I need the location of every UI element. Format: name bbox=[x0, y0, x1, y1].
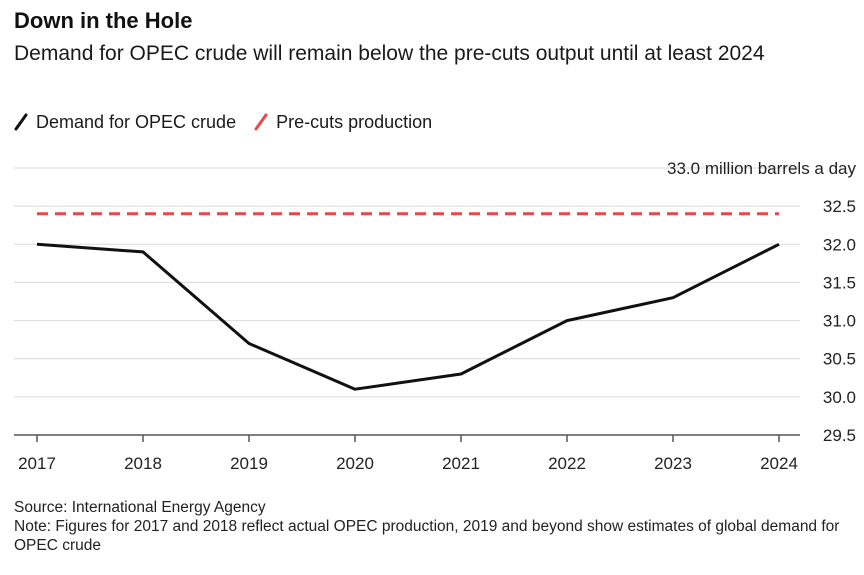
x-tick-label: 2024 bbox=[760, 454, 798, 473]
y-tick-label: 30.0 bbox=[823, 388, 856, 407]
series-line-demand bbox=[36, 242, 780, 391]
legend-item-demand: Demand for OPEC crude bbox=[14, 110, 236, 134]
y-tick-label: 31.0 bbox=[823, 312, 856, 331]
y-tick-label: 32.5 bbox=[823, 197, 856, 216]
legend-item-precuts: Pre-cuts production bbox=[254, 110, 432, 134]
x-tick-label: 2020 bbox=[336, 454, 374, 473]
chart-title: Down in the Hole bbox=[14, 8, 193, 33]
x-tick-label: 2018 bbox=[124, 454, 162, 473]
x-tick-label: 2023 bbox=[654, 454, 692, 473]
y-tick-label: 30.5 bbox=[823, 350, 856, 369]
y-tick-label: 31.5 bbox=[823, 273, 856, 292]
y-tick-label: 29.5 bbox=[823, 426, 856, 445]
line-chart: 29.5 30.0 30.5 31.0 31.5 32.0 32.5 33.0 million… bbox=[14, 159, 856, 473]
source-note: Source: International Energy Agency bbox=[14, 499, 266, 516]
legend-label-precuts: Pre-cuts production bbox=[276, 111, 433, 132]
legend: Demand for OPEC crude Pre-cuts productio… bbox=[14, 110, 450, 134]
footer: Source: International Energy Agency Note… bbox=[14, 498, 860, 555]
y-tick-label: 33.0 million barrels a day bbox=[667, 159, 856, 178]
chart-subtitle: Demand for OPEC crude will remain below … bbox=[14, 42, 765, 65]
footnote: Note: Figures for 2017 and 2018 reflect … bbox=[14, 518, 840, 554]
legend-swatch-demand bbox=[14, 113, 28, 131]
legend-label-demand: Demand for OPEC crude bbox=[36, 111, 237, 132]
y-tick-label: 32.0 bbox=[823, 235, 856, 254]
legend-swatch-precuts bbox=[254, 113, 268, 131]
x-tick-label: 2019 bbox=[230, 454, 268, 473]
x-tick-label: 2017 bbox=[18, 454, 56, 473]
x-tick-label: 2021 bbox=[442, 454, 480, 473]
x-tick-label: 2022 bbox=[548, 454, 586, 473]
